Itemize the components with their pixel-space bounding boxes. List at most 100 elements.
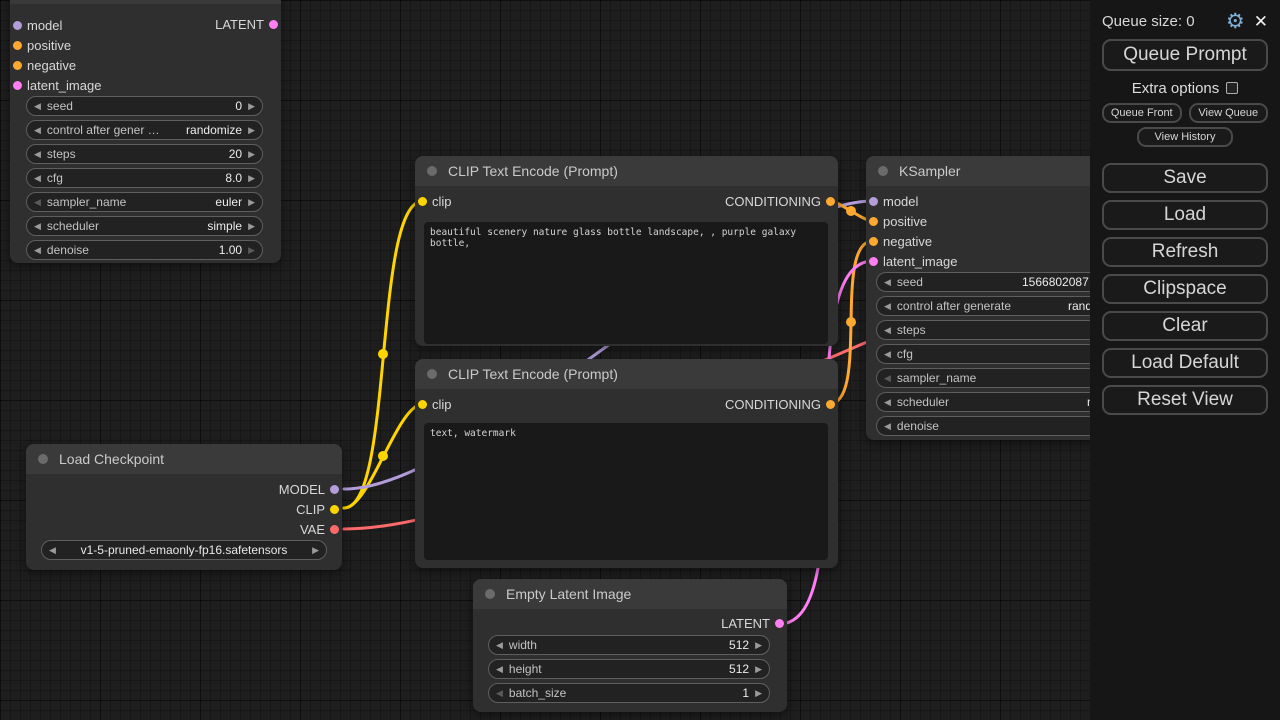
arrow-left-icon[interactable]: ◀	[34, 124, 41, 135]
arrow-left-icon[interactable]: ◀	[884, 276, 891, 287]
slot-dot-icon[interactable]	[869, 256, 878, 266]
widget-height[interactable]: ◀ height 512 ▶	[488, 659, 770, 679]
reset-view-button[interactable]: Reset View	[1102, 385, 1268, 415]
close-menu-icon[interactable]: ✕	[1253, 11, 1268, 31]
collapse-dot-icon[interactable]	[38, 454, 48, 464]
widget-seed[interactable]: ◀ seed 0 ▶	[26, 96, 263, 116]
extra-options-checkbox[interactable]	[1226, 82, 1239, 94]
arrow-left-icon[interactable]: ◀	[884, 372, 891, 383]
arrow-left-icon[interactable]: ◀	[34, 100, 41, 111]
widget-batch-size[interactable]: ◀ batch_size 1 ▶	[488, 683, 770, 703]
slot-dot-icon[interactable]	[330, 524, 339, 534]
clear-button[interactable]: Clear	[1102, 311, 1268, 341]
arrow-left-icon[interactable]: ◀	[884, 396, 891, 407]
arrow-right-icon[interactable]: ▶	[248, 172, 255, 183]
input-slot-clip[interactable]: clip	[415, 191, 452, 211]
slot-dot-icon[interactable]	[13, 60, 22, 70]
arrow-right-icon[interactable]: ▶	[755, 639, 762, 650]
arrow-left-icon[interactable]: ◀	[34, 172, 41, 183]
slot-dot-icon[interactable]	[775, 618, 784, 628]
clipspace-button[interactable]: Clipspace	[1102, 274, 1268, 304]
node-title-bar[interactable]: CLIP Text Encode (Prompt)	[415, 359, 838, 389]
queue-front-button[interactable]: Queue Front	[1102, 103, 1182, 123]
arrow-left-icon[interactable]: ◀	[34, 196, 41, 207]
arrow-left-icon[interactable]: ◀	[884, 348, 891, 359]
node-title-bar[interactable]: Load Checkpoint	[26, 444, 342, 474]
widget-control-after-generate[interactable]: ◀ control after gener … randomize ▶	[26, 120, 263, 140]
arrow-right-icon[interactable]: ▶	[248, 100, 255, 111]
output-slot-conditioning[interactable]: CONDITIONING	[725, 191, 838, 211]
arrow-right-icon[interactable]: ▶	[755, 663, 762, 674]
view-history-button[interactable]: View History	[1137, 127, 1233, 147]
slot-dot-icon[interactable]	[869, 236, 878, 246]
queue-prompt-button[interactable]: Queue Prompt	[1102, 39, 1268, 71]
slot-dot-icon[interactable]	[330, 504, 339, 514]
slot-dot-icon[interactable]	[869, 196, 878, 206]
negative-prompt-textarea[interactable]: text, watermark	[424, 423, 828, 560]
input-slot-model[interactable]: model	[10, 15, 62, 35]
slot-dot-icon[interactable]	[869, 216, 878, 226]
input-slot-positive[interactable]: positive	[866, 211, 927, 231]
widget-cfg[interactable]: ◀ cfg 8.0 ▶	[26, 168, 263, 188]
input-slot-model[interactable]: model	[866, 191, 918, 211]
slot-dot-icon[interactable]	[269, 19, 278, 29]
arrow-left-icon[interactable]: ◀	[34, 220, 41, 231]
output-slot-conditioning[interactable]: CONDITIONING	[725, 394, 838, 414]
view-queue-button[interactable]: View Queue	[1188, 103, 1268, 123]
input-slot-clip[interactable]: clip	[415, 394, 452, 414]
node-title-bar[interactable]: Empty Latent Image	[473, 579, 787, 609]
widget-denoise[interactable]: ◀ denoise 1.00 ▶	[26, 240, 263, 260]
collapse-dot-icon[interactable]	[878, 166, 888, 176]
positive-prompt-textarea[interactable]: beautiful scenery nature glass bottle la…	[424, 222, 828, 344]
arrow-right-icon[interactable]: ▶	[248, 148, 255, 159]
node-title-bar[interactable]: CLIP Text Encode (Prompt)	[415, 156, 838, 186]
input-slot-positive[interactable]: positive	[10, 35, 71, 55]
output-slot-clip[interactable]: CLIP	[296, 499, 342, 519]
refresh-button[interactable]: Refresh	[1102, 237, 1268, 267]
save-button[interactable]: Save	[1102, 163, 1268, 193]
input-slot-negative[interactable]: negative	[10, 55, 76, 75]
arrow-right-icon[interactable]: ▶	[248, 124, 255, 135]
slot-dot-icon[interactable]	[826, 399, 835, 409]
input-slot-negative[interactable]: negative	[866, 231, 932, 251]
output-slot-latent[interactable]: LATENT	[215, 14, 281, 34]
slot-dot-icon[interactable]	[418, 196, 427, 206]
arrow-right-icon[interactable]: ▶	[248, 196, 255, 207]
arrow-left-icon[interactable]: ◀	[496, 639, 503, 650]
settings-gear-icon[interactable]: ⚙	[1225, 9, 1245, 33]
slot-dot-icon[interactable]	[826, 196, 835, 206]
collapse-dot-icon[interactable]	[485, 589, 495, 599]
collapse-dot-icon[interactable]	[427, 166, 437, 176]
slot-dot-icon[interactable]	[13, 40, 22, 50]
slot-dot-icon[interactable]	[13, 80, 22, 90]
arrow-left-icon[interactable]: ◀	[884, 300, 891, 311]
widget-sampler-name[interactable]: ◀ sampler_name euler ▶	[26, 192, 263, 212]
slot-dot-icon[interactable]	[418, 399, 427, 409]
load-button[interactable]: Load	[1102, 200, 1268, 230]
widget-width[interactable]: ◀ width 512 ▶	[488, 635, 770, 655]
arrow-left-icon[interactable]: ◀	[34, 244, 41, 255]
arrow-left-icon[interactable]: ◀	[496, 687, 503, 698]
arrow-left-icon[interactable]: ◀	[49, 544, 56, 555]
node-title-bar[interactable]: KSampler	[10, 0, 281, 4]
arrow-left-icon[interactable]: ◀	[884, 420, 891, 431]
arrow-right-icon[interactable]: ▶	[312, 544, 319, 555]
collapse-dot-icon[interactable]	[427, 369, 437, 379]
widget-steps[interactable]: ◀ steps 20 ▶	[26, 144, 263, 164]
load-default-button[interactable]: Load Default	[1102, 348, 1268, 378]
widget-scheduler[interactable]: ◀ scheduler simple ▶	[26, 216, 263, 236]
input-slot-latent-image[interactable]: latent_image	[866, 251, 957, 271]
widget-ckpt-name[interactable]: ◀ v1-5-pruned-emaonly-fp16.safetensors ▶	[41, 540, 327, 560]
arrow-right-icon[interactable]: ▶	[248, 220, 255, 231]
arrow-left-icon[interactable]: ◀	[34, 148, 41, 159]
output-slot-model[interactable]: MODEL	[279, 479, 342, 499]
slot-dot-icon[interactable]	[13, 20, 22, 30]
output-slot-vae[interactable]: VAE	[300, 519, 342, 539]
arrow-right-icon[interactable]: ▶	[248, 244, 255, 255]
arrow-left-icon[interactable]: ◀	[884, 324, 891, 335]
output-slot-latent[interactable]: LATENT	[721, 613, 787, 633]
slot-dot-icon[interactable]	[330, 484, 339, 494]
arrow-right-icon[interactable]: ▶	[755, 687, 762, 698]
input-slot-latent-image[interactable]: latent_image	[10, 75, 101, 95]
